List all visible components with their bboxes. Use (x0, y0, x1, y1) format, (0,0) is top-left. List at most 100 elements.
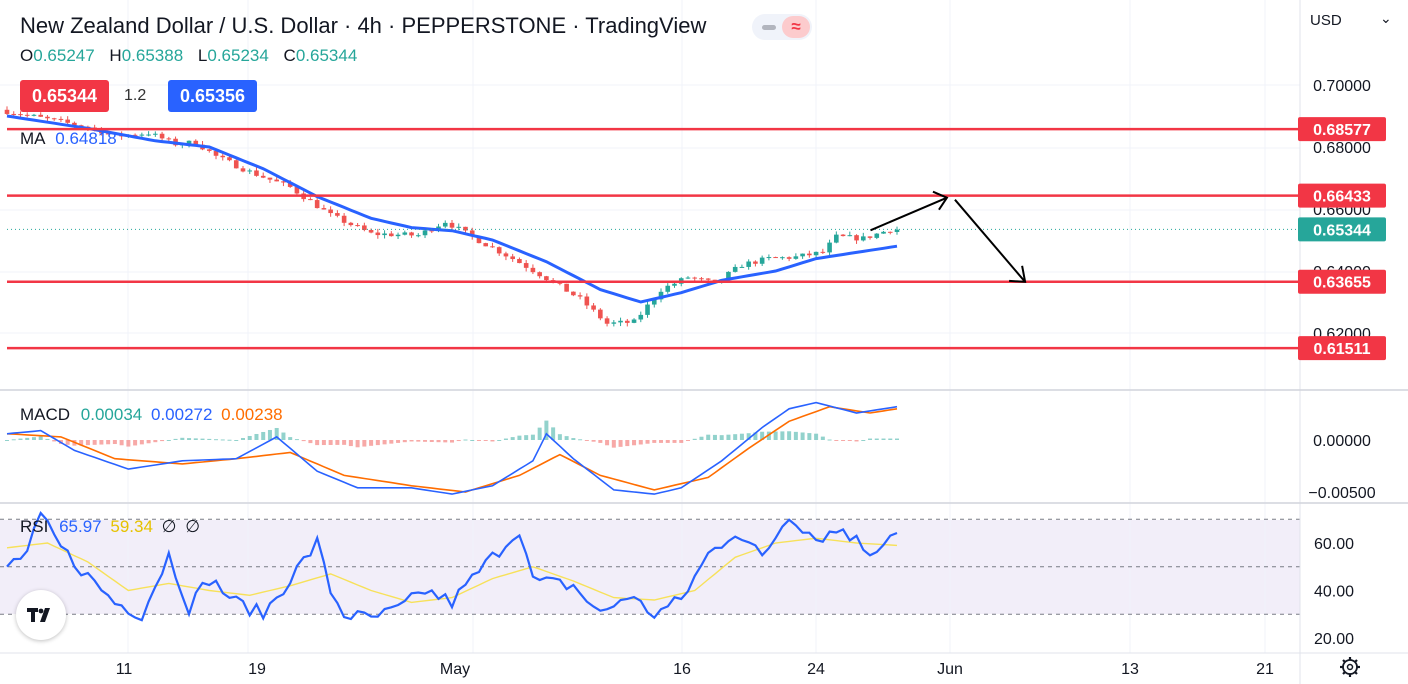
candle (874, 233, 880, 240)
macd-hist-bar (726, 434, 731, 440)
level-price-label: 0.61511 (1314, 341, 1371, 358)
candle (564, 283, 569, 292)
candle (213, 150, 219, 160)
macd-hist-bar (409, 440, 414, 442)
low-value: 0.65234 (207, 46, 269, 65)
candle (786, 256, 792, 262)
candle (247, 168, 253, 175)
ma-line (6, 114, 898, 304)
indicator-pills[interactable]: ≈ (752, 14, 812, 40)
macd-hist-bar (139, 440, 144, 445)
candle (490, 242, 495, 248)
candle (753, 260, 758, 267)
candle (314, 196, 320, 209)
buy-button[interactable]: 0.65356 (168, 80, 258, 112)
macd-hist-bar (227, 439, 232, 441)
macd-hist-bar (389, 440, 394, 444)
macd-hist-bar (685, 440, 690, 441)
macd-hist-bar (402, 440, 407, 443)
macd-hist-bar (652, 440, 657, 443)
candle (746, 259, 751, 270)
candle (335, 210, 340, 218)
level-price-label: 0.68577 (1313, 122, 1371, 139)
macd-hist-bar (11, 439, 16, 441)
macd-hist-bar (38, 436, 43, 440)
candle (4, 106, 10, 116)
macd-hist-bar (814, 433, 819, 440)
macd-hist-bar (160, 440, 165, 442)
time-axis-label: 19 (248, 661, 266, 678)
candle (362, 222, 367, 232)
tradingview-logo-icon[interactable] (16, 590, 66, 640)
candle (415, 233, 421, 238)
macd-hist-bar (119, 440, 124, 446)
price-axis-label: 0.70000 (1313, 78, 1371, 95)
candle (159, 131, 165, 141)
macd-hist-bar (584, 440, 589, 441)
ma-legend[interactable]: MA 0.64818 (20, 129, 117, 149)
candle (800, 253, 805, 259)
macd-hist-bar (200, 438, 205, 440)
candle (260, 172, 266, 179)
candle (31, 113, 37, 117)
macd-hist-bar (396, 440, 401, 443)
macd-hist-bar (153, 440, 158, 443)
candle (355, 222, 360, 227)
macd-hist-bar (760, 431, 765, 440)
chevron-down-icon[interactable]: ⌄ (1380, 10, 1392, 26)
currency-selector[interactable]: USD (1310, 12, 1342, 29)
candle (638, 311, 644, 323)
time-axis-label: 11 (116, 661, 133, 678)
macd-hist-bar (780, 431, 785, 440)
macd-hist-bar (739, 433, 744, 440)
macd-hist-value: 0.00034 (80, 405, 143, 424)
macd-hist-bar (679, 440, 684, 443)
candle (894, 226, 900, 235)
candle (24, 112, 30, 118)
rsi-axis-label: 20.00 (1314, 631, 1354, 648)
high-label: H (109, 46, 122, 65)
rsi-axis-label: 40.00 (1314, 584, 1354, 601)
macd-hist-bar (335, 440, 340, 445)
macd-hist-bar (605, 440, 610, 446)
wave-icon[interactable]: ≈ (782, 16, 810, 38)
macd-hist-bar (895, 438, 899, 440)
macd-line (6, 401, 898, 495)
macd-hist-bar (214, 439, 219, 441)
macd-hist-bar (362, 440, 367, 447)
macd-hist-bar (274, 427, 279, 440)
candle (51, 117, 57, 121)
macd-hist-bar (557, 434, 562, 440)
sell-button[interactable]: 0.65344 (20, 80, 110, 112)
gear-icon[interactable] (1340, 657, 1360, 677)
macd-hist-bar (25, 437, 30, 440)
macd-hist-bar (187, 438, 192, 440)
macd-hist-bar (692, 438, 697, 440)
macd-hist-bar (874, 438, 879, 440)
macd-hist-bar (254, 433, 259, 440)
close-value: 0.65344 (295, 46, 358, 65)
candle (766, 254, 772, 261)
candle (38, 112, 44, 117)
macd-hist-bar (456, 440, 461, 442)
candle (834, 231, 839, 244)
macd-hist-bar (827, 439, 832, 441)
macd-hist-bar (820, 436, 825, 440)
projection-arrows[interactable] (870, 190, 1027, 283)
rsi-legend[interactable]: RSI 65.97 59.34 ∅ ∅ (20, 517, 200, 537)
macd-hist-bar (753, 432, 758, 440)
macd-hist-bar (787, 431, 792, 440)
macd-hist-bar (537, 427, 542, 440)
rsi-extra-value-2: ∅ (185, 517, 200, 536)
level-price-tag: 0.61511 (1298, 336, 1386, 361)
high-value: 0.65388 (121, 46, 184, 65)
macd-hist-bar (281, 432, 286, 440)
candle (45, 115, 50, 122)
candle (348, 221, 354, 227)
candle (537, 271, 542, 279)
macd-legend[interactable]: MACD 0.00034 0.00272 0.00238 (20, 405, 283, 425)
time-axis-label: May (440, 661, 470, 678)
candle (807, 250, 812, 258)
candle (146, 131, 151, 137)
